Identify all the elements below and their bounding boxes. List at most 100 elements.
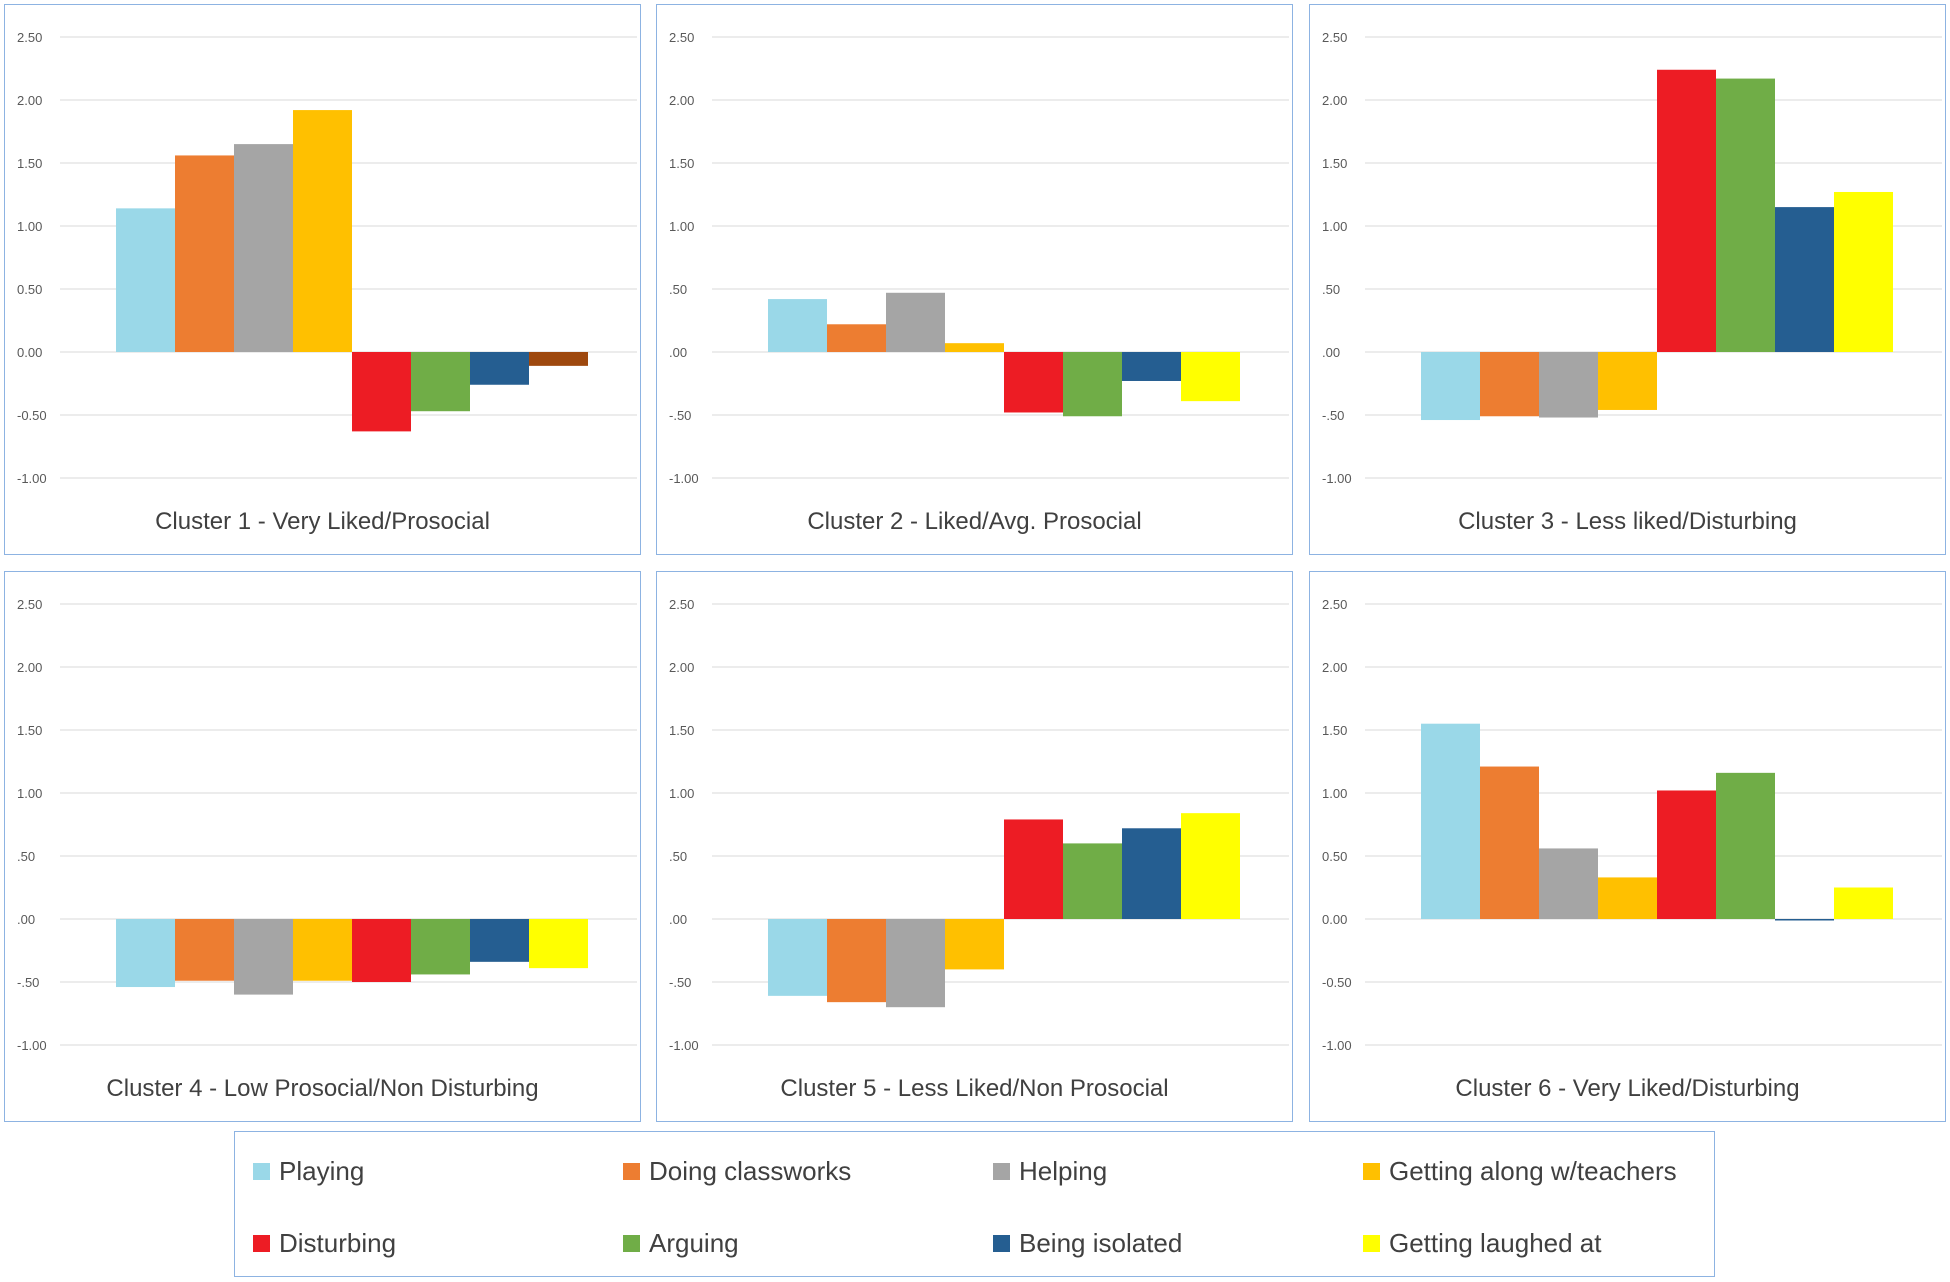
y-tick-label: 2.50: [17, 30, 42, 45]
y-tick-label: 0.00: [1322, 912, 1347, 927]
y-tick-label: 1.00: [669, 219, 694, 234]
y-tick-label: 1.50: [669, 156, 694, 171]
y-tick-label: 0.50: [1322, 849, 1347, 864]
y-tick-label: 1.50: [1322, 723, 1347, 738]
y-tick-label: 2.50: [1322, 30, 1347, 45]
y-tick-label: -.50: [1322, 408, 1344, 423]
y-tick-label: .50: [669, 849, 687, 864]
bar-isolated: [1775, 919, 1834, 921]
bar-disturbing: [1004, 352, 1063, 413]
chart-svg-2: 2.50 2.00 1.50 1.00 .50 .00 -.50 -1.00: [669, 30, 1289, 486]
legend-label-laughed: Getting laughed at: [1389, 1228, 1602, 1258]
legend-swatch-laughed: [1363, 1235, 1380, 1252]
y-tick-label: 2.00: [669, 660, 694, 675]
chart-panel-5: 2.50 2.00 1.50 1.00 .50 .00 -.50 -1.00 Cluster …: [656, 571, 1293, 1122]
y-tick-label: -.50: [669, 408, 691, 423]
legend-label-helping: Helping: [1019, 1156, 1108, 1186]
y-tick-label: -1.00: [669, 1038, 699, 1053]
bar-classworks: [827, 919, 886, 1003]
y-tick-label: .50: [17, 849, 35, 864]
legend-item-isolated: Being isolated: [993, 1228, 1182, 1259]
chart-title-5: Cluster 5 - Less Liked/Non Prosocial: [780, 1075, 1169, 1102]
legend-swatch-isolated: [993, 1235, 1010, 1252]
chart-panel-3: 2.50 2.00 1.50 1.00 .50 .00 -.50 -1.00 Cluster …: [1309, 4, 1946, 555]
y-tick-label: 1.50: [669, 723, 694, 738]
chart-svg-4: 2.50 2.00 1.50 1.00 .50 .00 -.50 -1.00: [17, 597, 637, 1053]
bar-teachers: [293, 919, 352, 981]
chart-legend: Playing Doing classworks Helping Getting…: [234, 1131, 1715, 1277]
y-tick-label: 2.00: [1322, 660, 1347, 675]
y-tick-label: 2.50: [1322, 597, 1347, 612]
y-tick-label: -.50: [17, 975, 39, 990]
bar-helping: [886, 919, 945, 1008]
chart-svg-1: 2.50 2.00 1.50 1.00 0.50 0.00 -0.50 -1.00: [17, 30, 637, 486]
y-tick-label: 2.50: [669, 30, 694, 45]
legend-label-isolated: Being isolated: [1019, 1228, 1183, 1258]
legend-item-arguing: Arguing: [623, 1228, 739, 1259]
chart-panel-2: 2.50 2.00 1.50 1.00 .50 .00 -.50 -1.00 Cluster …: [656, 4, 1293, 555]
y-tick-label: 2.00: [669, 93, 694, 108]
bar-arguing: [411, 352, 470, 412]
bar-helping: [234, 144, 293, 352]
bar-teachers: [945, 343, 1004, 352]
chart-title-6: Cluster 6 - Very Liked/Disturbing: [1455, 1075, 1800, 1102]
chart-panel-1: 2.50 2.00 1.50 1.00 0.50 0.00 -0.50 -1.00 Clust…: [4, 4, 641, 555]
y-tick-label: -1.00: [1322, 1038, 1352, 1053]
bar-arguing: [1716, 78, 1775, 352]
bar-classworks: [1480, 352, 1539, 417]
y-tick-label: 1.50: [17, 156, 42, 171]
bar-playing: [1421, 723, 1480, 919]
bar-teachers: [293, 110, 352, 352]
legend-label-classworks: Doing classworks: [649, 1156, 852, 1186]
bar-classworks: [175, 155, 234, 352]
bar-isolated: [1122, 828, 1181, 919]
y-tick-label: 2.00: [17, 660, 42, 675]
bar-disturbing: [352, 352, 411, 432]
bar-isolated: [470, 919, 529, 962]
legend-label-teachers: Getting along w/teachers: [1389, 1156, 1677, 1186]
legend-item-helping: Helping: [993, 1156, 1107, 1187]
y-tick-label: .00: [1322, 345, 1340, 360]
bar-laughed: [529, 919, 588, 969]
legend-swatch-disturbing: [253, 1235, 270, 1252]
bar-teachers: [1598, 877, 1657, 919]
y-tick-label: 1.00: [17, 786, 42, 801]
bar-helping: [1539, 848, 1598, 919]
legend-swatch-playing: [253, 1163, 270, 1180]
y-tick-label: .00: [17, 912, 35, 927]
legend-item-laughed: Getting laughed at: [1363, 1228, 1602, 1259]
bar-helping: [234, 919, 293, 995]
y-tick-label: 1.50: [1322, 156, 1347, 171]
bar-playing: [1421, 352, 1480, 421]
bar-playing: [768, 919, 827, 996]
y-tick-label: -0.50: [1322, 975, 1352, 990]
y-tick-label: -.50: [669, 975, 691, 990]
legend-label-disturbing: Disturbing: [279, 1228, 397, 1258]
y-tick-label: 1.00: [669, 786, 694, 801]
bar-arguing: [411, 919, 470, 975]
chart-title-1: Cluster 1 - Very Liked/Prosocial: [155, 508, 490, 535]
bar-isolated: [1122, 352, 1181, 381]
chart-title-4: Cluster 4 - Low Prosocial/Non Disturbing: [106, 1075, 539, 1102]
y-tick-label: -1.00: [17, 471, 47, 486]
legend-item-playing: Playing: [253, 1156, 364, 1187]
y-tick-label: .50: [669, 282, 687, 297]
legend-label-playing: Playing: [279, 1156, 365, 1186]
y-tick-label: -0.50: [17, 408, 47, 423]
y-tick-label: .00: [669, 912, 687, 927]
chart-svg-3: 2.50 2.00 1.50 1.00 .50 .00 -.50 -1.00: [1322, 30, 1942, 486]
bar-playing: [768, 299, 827, 352]
bar-playing: [116, 919, 175, 988]
bar-laughed: [1181, 352, 1240, 402]
legend-item-teachers: Getting along w/teachers: [1363, 1156, 1677, 1187]
chart-svg-5: 2.50 2.00 1.50 1.00 .50 .00 -.50 -1.00: [669, 597, 1289, 1053]
chart-panel-6: 2.50 2.00 1.50 1.00 0.50 0.00 -0.50 -1.00 Clust…: [1309, 571, 1946, 1122]
chart-title-3: Cluster 3 - Less liked/Disturbing: [1458, 508, 1797, 535]
y-tick-label: 2.50: [669, 597, 694, 612]
bar-arguing: [1063, 843, 1122, 919]
bar-helping: [1539, 352, 1598, 418]
bar-disturbing: [352, 919, 411, 982]
chart-svg-6: 2.50 2.00 1.50 1.00 0.50 0.00 -0.50 -1.00: [1322, 597, 1942, 1053]
bar-playing: [116, 208, 175, 352]
bar-laughed: [1181, 813, 1240, 919]
